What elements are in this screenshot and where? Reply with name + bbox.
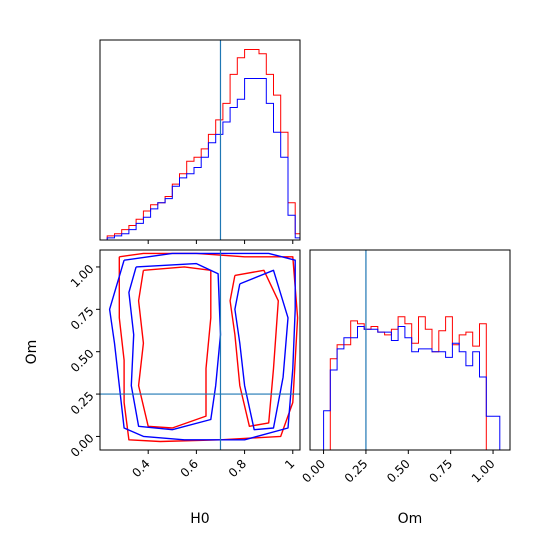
h0-hist-series-line	[100, 49, 300, 240]
joint-x-tick-label: 0.6	[178, 457, 201, 480]
om-hist-frame	[309, 249, 511, 451]
y-axis-label-om: Om	[24, 340, 40, 365]
om-hist-x-tick-label: 0.25	[342, 457, 371, 486]
joint-y-tick-label: 0.25	[68, 389, 97, 418]
joint-x-tick-label: 0.8	[226, 457, 249, 480]
contour-line	[229, 269, 279, 427]
om-hist-x-tick-label: 1.00	[469, 457, 498, 486]
joint-y-tick-label: 1.00	[68, 262, 97, 291]
h0-histogram-panel	[99, 39, 301, 244]
contour-line	[118, 252, 299, 443]
x-axis-label-om: Om	[398, 511, 423, 527]
joint-y-tick-label: 0.00	[68, 431, 97, 460]
om-histogram-panel: 0.00 0.25 0.50 0.75 1.00	[299, 249, 511, 486]
contour-line	[108, 252, 296, 441]
contour-line	[234, 269, 289, 431]
om-hist-x-tick-label: 0.00	[299, 457, 328, 486]
om-hist-x-tick-label: 0.50	[384, 457, 413, 486]
contour-line	[137, 266, 212, 429]
joint-y-tick-label: 0.75	[68, 304, 97, 333]
joint-x-tick-label: 1	[282, 457, 297, 472]
h0-hist-frame	[99, 39, 301, 241]
h0-om-contour-panel: 0.4 0.6 0.8 1 0.00 0.25 0.50 0.75 1.00	[68, 249, 301, 480]
x-axis-label-h0: H0	[190, 511, 209, 527]
joint-frame	[99, 249, 301, 451]
h0-hist-series-line	[100, 78, 300, 240]
om-hist-series-line	[316, 316, 507, 450]
contour-line	[128, 262, 222, 431]
om-hist-x-tick-label: 0.75	[426, 457, 455, 486]
om-hist-series-line	[316, 326, 507, 450]
joint-x-tick-label: 0.4	[129, 457, 152, 480]
joint-y-tick-label: 0.50	[68, 346, 97, 375]
